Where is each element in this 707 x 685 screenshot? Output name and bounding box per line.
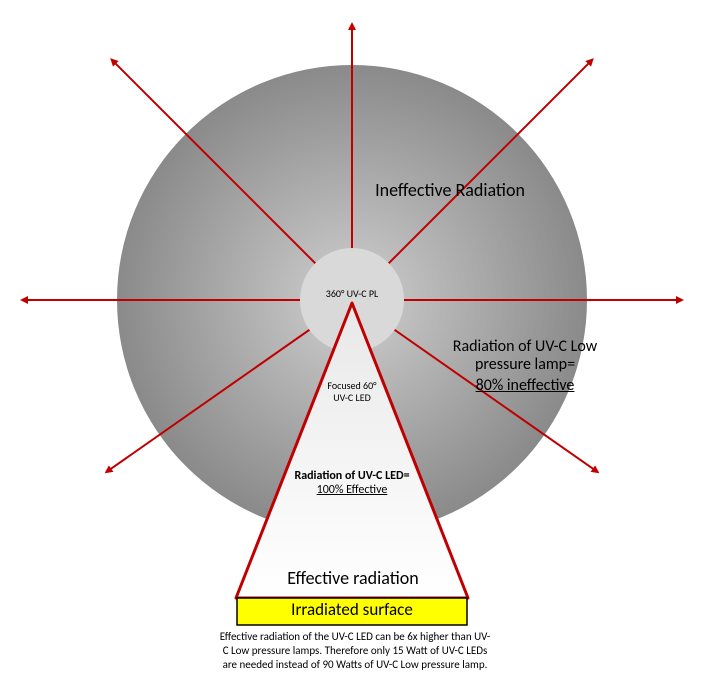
inner-source-label: 360° UV-C PL [302,288,402,300]
surface-label: Irradiated surface [237,600,467,620]
led-label: Radiation of UV-C LED= 100% Effective [262,470,442,498]
caption-line1: Effective radiation of the UV-C LED can … [170,630,540,644]
cone-inner-label: Focused 60° UV-C LED [312,380,392,403]
low-pressure-value: 80% ineffective [405,377,645,395]
low-pressure-label: Radiation of UV-C Low pressure lamp= 80%… [405,338,645,395]
low-pressure-line1: Radiation of UV-C Low [405,338,645,356]
caption-line2: C Low pressure lamps. Therefore only 15 … [170,644,540,658]
ineffective-radiation-label: Ineffective Radiation [320,180,580,201]
cone-inner-line1: Focused 60° [312,380,392,392]
led-line1: Radiation of UV-C LED= [262,470,442,484]
caption-line3: are needed instead of 90 Watts of UV-C L… [170,658,540,672]
cone-inner-line2: UV-C LED [312,392,392,404]
led-value: 100% Effective [262,484,442,498]
effective-radiation-label: Effective radiation [253,568,453,589]
caption: Effective radiation of the UV-C LED can … [170,630,540,671]
low-pressure-line2: pressure lamp= [405,356,645,374]
